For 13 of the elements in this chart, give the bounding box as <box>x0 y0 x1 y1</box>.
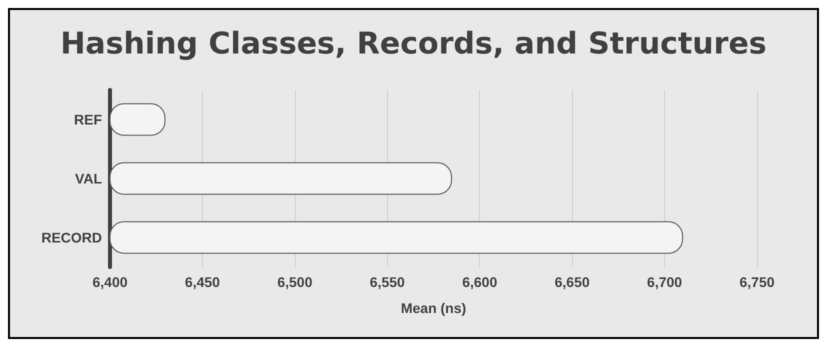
x-tick-label: 6,700 <box>647 274 682 290</box>
x-tick-label: 6,550 <box>370 274 406 290</box>
x-tick-label: 6,450 <box>184 274 220 290</box>
chart-title: Hashing Classes, Records, and Structures <box>60 26 767 62</box>
x-tick-label: 6,650 <box>554 274 590 290</box>
y-tick-label: VAL <box>75 170 102 186</box>
x-tick-label: 6,750 <box>739 274 775 290</box>
x-tick-label: 6,600 <box>462 274 498 290</box>
x-tick-label: 6,500 <box>277 274 313 290</box>
x-tick-label: 6,400 <box>92 274 128 290</box>
y-tick-label: REF <box>74 112 102 128</box>
x-axis-title: Mean (ns) <box>400 300 466 316</box>
y-tick-label: RECORD <box>41 230 102 246</box>
